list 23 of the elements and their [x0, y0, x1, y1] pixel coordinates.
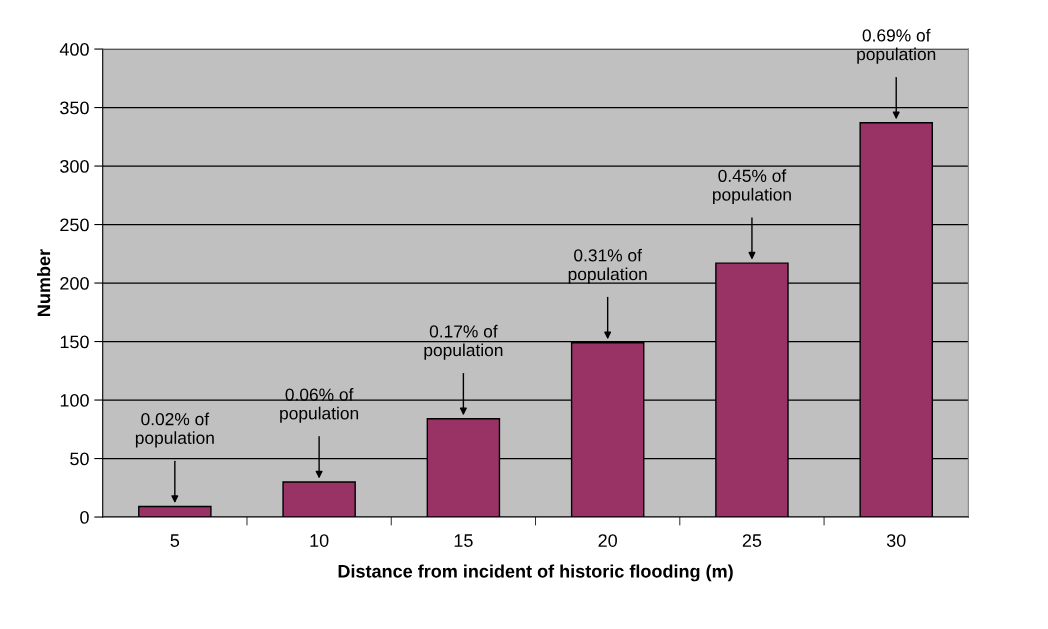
y-tick-label: 400 — [59, 43, 89, 56]
y-axis-title: Number — [37, 249, 51, 316]
annotation: 0.45% of population — [713, 169, 791, 205]
y-tick-label: 100 — [60, 393, 89, 407]
x-axis-title: Distance from incident of historic flooding (m) — [338, 564, 733, 582]
x-tick-label: 15 — [454, 534, 473, 547]
y-tick-label: 300 — [60, 159, 89, 173]
annotation: 0.02% of population — [135, 412, 214, 448]
annotation: 0.06% of population — [280, 388, 359, 423]
y-tick-label: 350 — [60, 101, 89, 115]
x-tick-label: 25 — [742, 534, 762, 547]
annotation: 0.17% of population — [424, 324, 503, 360]
y-tick-label: 0 — [80, 510, 89, 524]
annotation: 0.69% of population — [857, 28, 936, 64]
y-tick-label: 150 — [60, 335, 89, 349]
x-tick-label: 20 — [598, 534, 617, 547]
x-tick-label: 30 — [886, 534, 906, 547]
y-tick-label: 250 — [60, 218, 89, 232]
y-tick-label: 50 — [70, 452, 89, 466]
y-tick-label: 200 — [60, 276, 89, 290]
x-tick-label: 5 — [170, 534, 180, 547]
x-tick-label: 10 — [310, 534, 329, 547]
annotation: 0.31% of population — [568, 248, 647, 284]
